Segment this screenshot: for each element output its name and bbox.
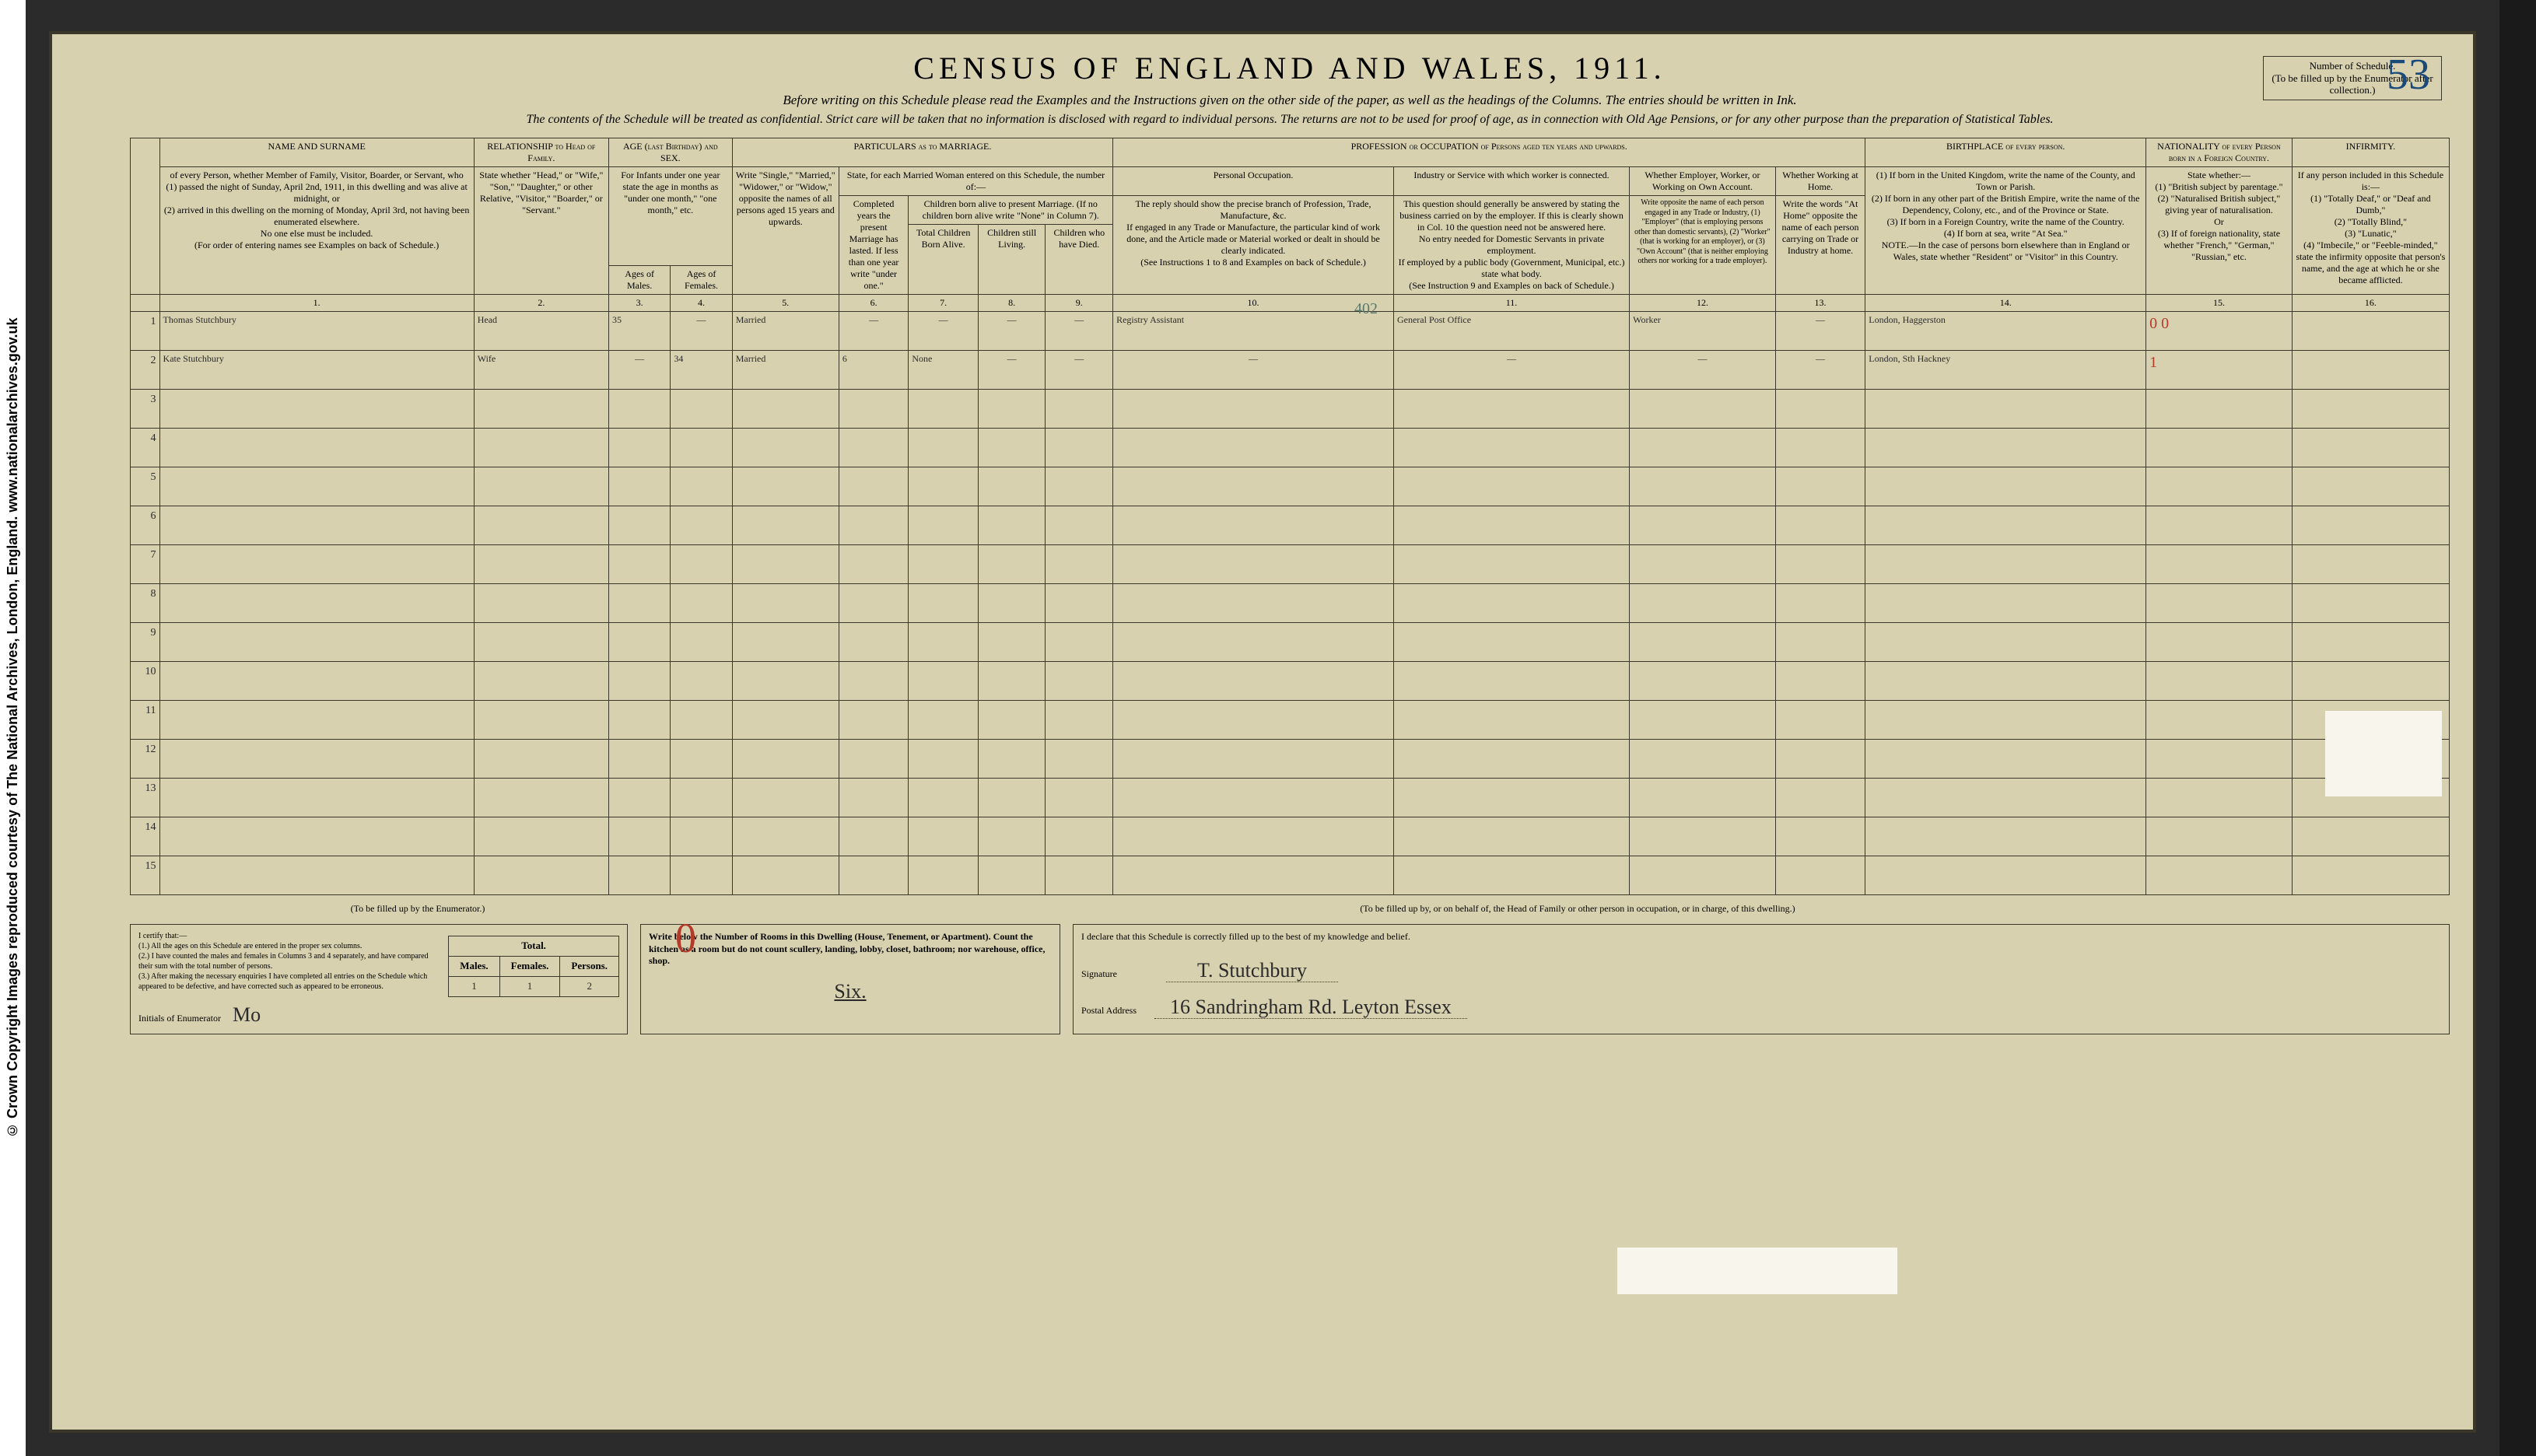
table-row: 10 <box>131 662 2450 701</box>
total-persons: 2 <box>560 976 619 996</box>
enumerator-box: 0 I certify that:— (1.) All the ages on … <box>130 924 628 1034</box>
row-number: 1 <box>131 312 160 351</box>
instr-mar-head: State, for each Married Woman entered on… <box>839 167 1112 196</box>
instr-children-head: Children born alive to present Marriage.… <box>909 196 1113 225</box>
instr-birthplace: (1) If born in the United Kingdom, write… <box>1865 167 2146 295</box>
row-number: 3 <box>131 390 160 429</box>
hdr-nationality: NATIONALITY of every Person born in a Fo… <box>2146 138 2293 167</box>
row-number: 11 <box>131 701 160 740</box>
scan-background: Number of Schedule. (To be filled up by … <box>26 0 2499 1456</box>
table-row: 8 <box>131 584 2450 623</box>
totals-table: Total. Males. Females. Persons. 1 1 2 <box>448 936 619 997</box>
certify-text: I certify that:— (1.) All the ages on th… <box>138 931 437 997</box>
instr-age: For Infants under one year state the age… <box>608 167 732 266</box>
total-females: 1 <box>499 976 560 996</box>
footer: 0 I certify that:— (1.) All the ages on … <box>130 924 2450 1034</box>
instr-athome-head: Whether Working at Home. <box>1775 167 1865 196</box>
instr-infirmity: If any person included in this Schedule … <box>2292 167 2449 295</box>
table-row: 1Thomas StutchburyHead35—Married————Regi… <box>131 312 2450 351</box>
table-row: 4 <box>131 429 2450 467</box>
table-row: 6 <box>131 506 2450 545</box>
hdr-age: AGE (last Birthday) and SEX. <box>608 138 732 167</box>
row-number: 4 <box>131 429 160 467</box>
instr-athome: Write the words "At Home" opposite the n… <box>1775 196 1865 295</box>
rooms-box: Write below the Number of Rooms in this … <box>640 924 1060 1034</box>
addr-label: Postal Address <box>1081 1005 1137 1016</box>
row-number: 6 <box>131 506 160 545</box>
initials-value: Mo <box>233 1003 261 1026</box>
hdr-relationship: RELATIONSHIP to Head of Family. <box>474 138 608 167</box>
red-zero: 0 <box>675 911 696 965</box>
table-row: 13 <box>131 779 2450 817</box>
row-number: 9 <box>131 623 160 662</box>
row-number: 2 <box>131 351 160 390</box>
row-number: 12 <box>131 740 160 779</box>
redaction-patch <box>2325 711 2442 796</box>
row-number: 15 <box>131 856 160 895</box>
instr-nationality: State whether:— (1) "British subject by … <box>2146 167 2293 295</box>
instr-yrs: Completed years the present Marriage has… <box>839 196 909 295</box>
total-males: 1 <box>449 976 499 996</box>
census-sheet: Number of Schedule. (To be filled up by … <box>49 31 2476 1433</box>
table-row: 11 <box>131 701 2450 740</box>
instr-employer: Write opposite the name of each person e… <box>1630 196 1776 295</box>
copyright-notice: © Crown Copyright Images reproduced cour… <box>0 0 26 1456</box>
schedule-number-value: 53 <box>2387 50 2430 100</box>
confidential-notice: The contents of the Schedule will be tre… <box>130 113 2450 127</box>
redaction-patch <box>1617 1248 1897 1294</box>
page-title: CENSUS OF ENGLAND AND WALES, 1911. <box>130 50 2450 86</box>
declare-text: I declare that this Schedule is correctl… <box>1081 931 2441 943</box>
hdr-marriage: PARTICULARS as to MARRIAGE. <box>732 138 1112 167</box>
census-table: NAME AND SURNAME RELATIONSHIP to Head of… <box>130 138 2450 895</box>
row-number: 7 <box>131 545 160 584</box>
hdr-infirmity: INFIRMITY. <box>2292 138 2449 167</box>
row-number: 10 <box>131 662 160 701</box>
instr-age-f: Ages of Females. <box>671 266 732 295</box>
head-caption: (To be filled up by, or on behalf of, th… <box>706 903 2450 915</box>
rooms-value: Six. <box>649 978 1052 1005</box>
sig-value: T. Stutchbury <box>1166 959 1338 982</box>
table-row: 5 <box>131 467 2450 506</box>
instr-living: Children still Living. <box>978 225 1046 295</box>
declaration-box: I declare that this Schedule is correctl… <box>1073 924 2450 1034</box>
table-row: 14 <box>131 817 2450 856</box>
table-row: 12 <box>131 740 2450 779</box>
table-row: 9 <box>131 623 2450 662</box>
hdr-birthplace: BIRTHPLACE of every person. <box>1865 138 2146 167</box>
table-row: 2Kate StutchburyWife—34Married6None—————… <box>131 351 2450 390</box>
row-number: 5 <box>131 467 160 506</box>
instr-pers-occ: The reply should show the precise branch… <box>1113 196 1394 295</box>
instr-age-m: Ages of Males. <box>608 266 670 295</box>
hdr-name: NAME AND SURNAME <box>159 138 474 167</box>
instr-employer-head: Whether Employer, Worker, or Working on … <box>1630 167 1776 196</box>
instr-pers-occ-head: Personal Occupation. <box>1113 167 1394 196</box>
table-row: 3 <box>131 390 2450 429</box>
hdr-profession: PROFESSION or OCCUPATION of Persons aged… <box>1113 138 1865 167</box>
table-row: 7 <box>131 545 2450 584</box>
sig-label: Signature <box>1081 968 1117 979</box>
instr-name: of every Person, whether Member of Famil… <box>159 167 474 295</box>
initials-label: Initials of Enumerator <box>138 1013 221 1024</box>
row-number: 13 <box>131 779 160 817</box>
table-row: 15 <box>131 856 2450 895</box>
instr-mar-status: Write "Single," "Married," "Widower," or… <box>732 167 839 295</box>
instr-died: Children who have Died. <box>1046 225 1113 295</box>
enum-caption: (To be filled up by the Enumerator.) <box>130 903 706 915</box>
instr-industry-head: Industry or Service with which worker is… <box>1393 167 1629 196</box>
column-number-row: 1.2. 3.4. 5.6. 7.8. 9.10. 11.12. 13.14. … <box>131 295 2450 312</box>
row-number: 14 <box>131 817 160 856</box>
rooms-text: Write below the Number of Rooms in this … <box>649 931 1052 968</box>
subtitle: Before writing on this Schedule please r… <box>130 93 2450 108</box>
instr-born: Total Children Born Alive. <box>909 225 979 295</box>
row-number: 8 <box>131 584 160 623</box>
instr-industry: This question should generally be answer… <box>1393 196 1629 295</box>
addr-value: 16 Sandringham Rd. Leyton Essex <box>1154 996 1467 1019</box>
instr-relationship: State whether "Head," or "Wife," "Son," … <box>474 167 608 295</box>
